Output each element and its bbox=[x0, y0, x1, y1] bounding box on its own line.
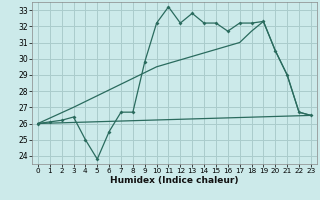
X-axis label: Humidex (Indice chaleur): Humidex (Indice chaleur) bbox=[110, 176, 239, 185]
